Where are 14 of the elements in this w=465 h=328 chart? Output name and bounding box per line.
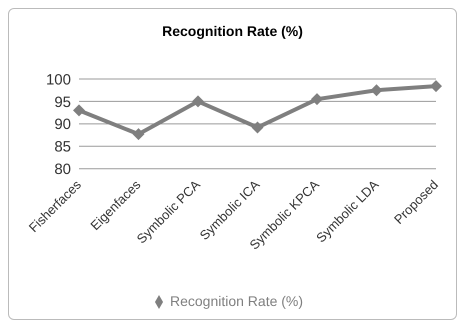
y-tick-label: 90 [54,116,71,134]
y-tick-label: 80 [54,161,71,178]
y-tick-label: 100 [46,71,71,88]
y-tick-label: 95 [54,94,71,111]
point [252,121,264,134]
point [73,104,85,116]
point [132,128,144,140]
point [430,80,442,92]
chart-title: Recognition Rate (%) [161,23,304,39]
point [311,93,323,106]
y-tick-label: 85 [54,138,71,156]
point [370,84,382,96]
legend-label: Recognition Rate (%) [170,292,304,309]
point [192,95,204,108]
